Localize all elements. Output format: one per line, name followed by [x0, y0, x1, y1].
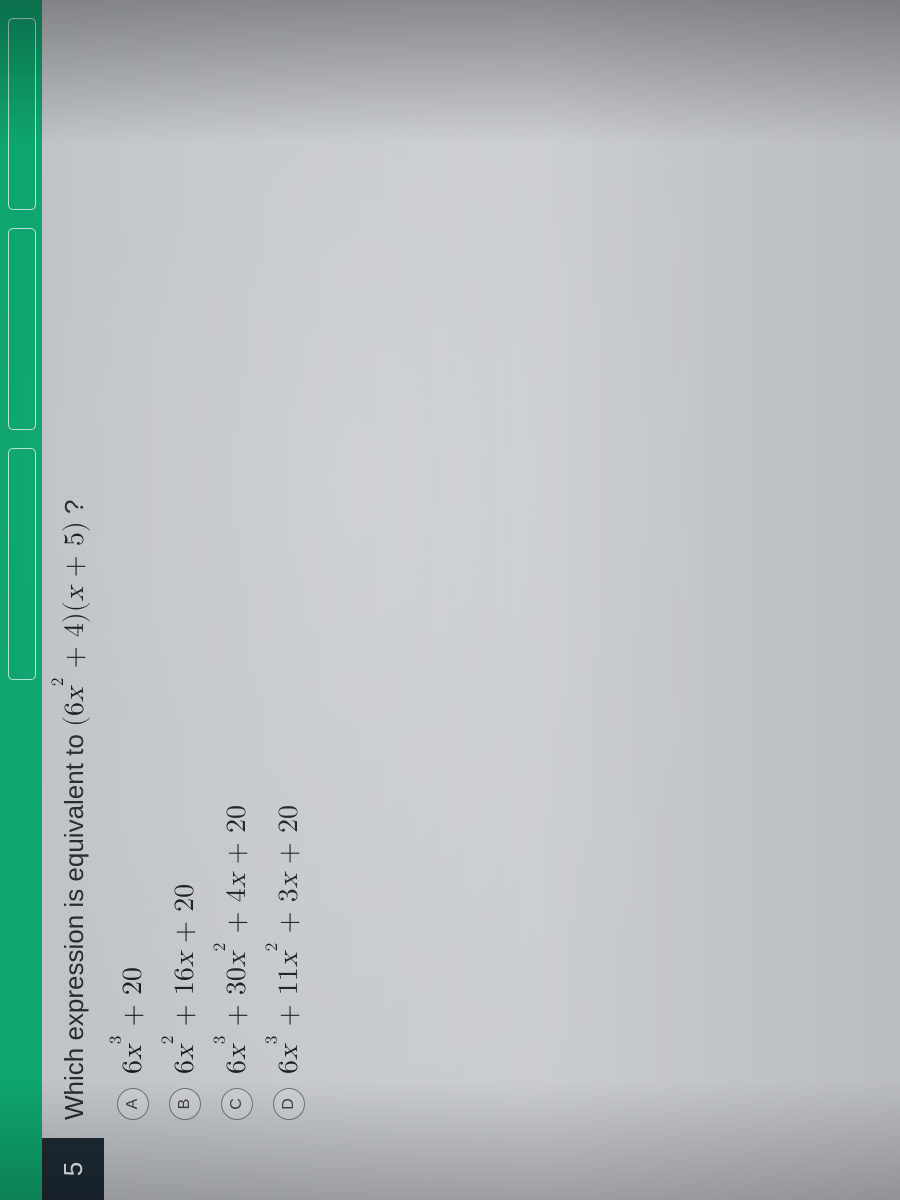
choice-bubble-c[interactable]: C	[221, 1088, 253, 1120]
choice-expression-d: 6x3 + 11x2 + 3x + 20	[272, 805, 306, 1074]
page-stage: 5 Which expression is equivalent to (6x2…	[0, 0, 900, 1200]
question-content: Which expression is equivalent to (6x2 +…	[58, 40, 324, 1120]
header-control-1[interactable]	[8, 448, 36, 680]
question-suffix: ?	[59, 500, 89, 514]
question-expression: (6x2 + 4)(x + 5)	[61, 521, 89, 727]
choice-c[interactable]: C 6x3 + 30x2 + 4x + 20	[220, 40, 254, 1120]
choice-a[interactable]: A 6x3 + 20	[116, 40, 150, 1120]
header-control-3[interactable]	[8, 18, 36, 210]
choice-expression-a: 6x3 + 20	[116, 967, 150, 1074]
choice-d[interactable]: D 6x3 + 11x2 + 3x + 20	[272, 40, 306, 1120]
choice-bubble-d[interactable]: D	[273, 1088, 305, 1120]
question-stem: Which expression is equivalent to (6x2 +…	[58, 40, 92, 1120]
choice-expression-c: 6x3 + 30x2 + 4x + 20	[220, 805, 254, 1074]
question-number-badge: 5	[42, 1138, 104, 1200]
header-control-2[interactable]	[8, 228, 36, 430]
choice-b[interactable]: B 6x2 + 16x + 20	[168, 40, 202, 1120]
answer-choices: A 6x3 + 20 B 6x2 + 16x + 20 C 6x3 + 30x2…	[116, 40, 306, 1120]
choice-bubble-a[interactable]: A	[117, 1088, 149, 1120]
header-bar	[0, 0, 42, 1200]
choice-expression-b: 6x2 + 16x + 20	[168, 884, 202, 1074]
question-prefix: Which expression is equivalent to	[59, 727, 89, 1120]
choice-bubble-b[interactable]: B	[169, 1088, 201, 1120]
